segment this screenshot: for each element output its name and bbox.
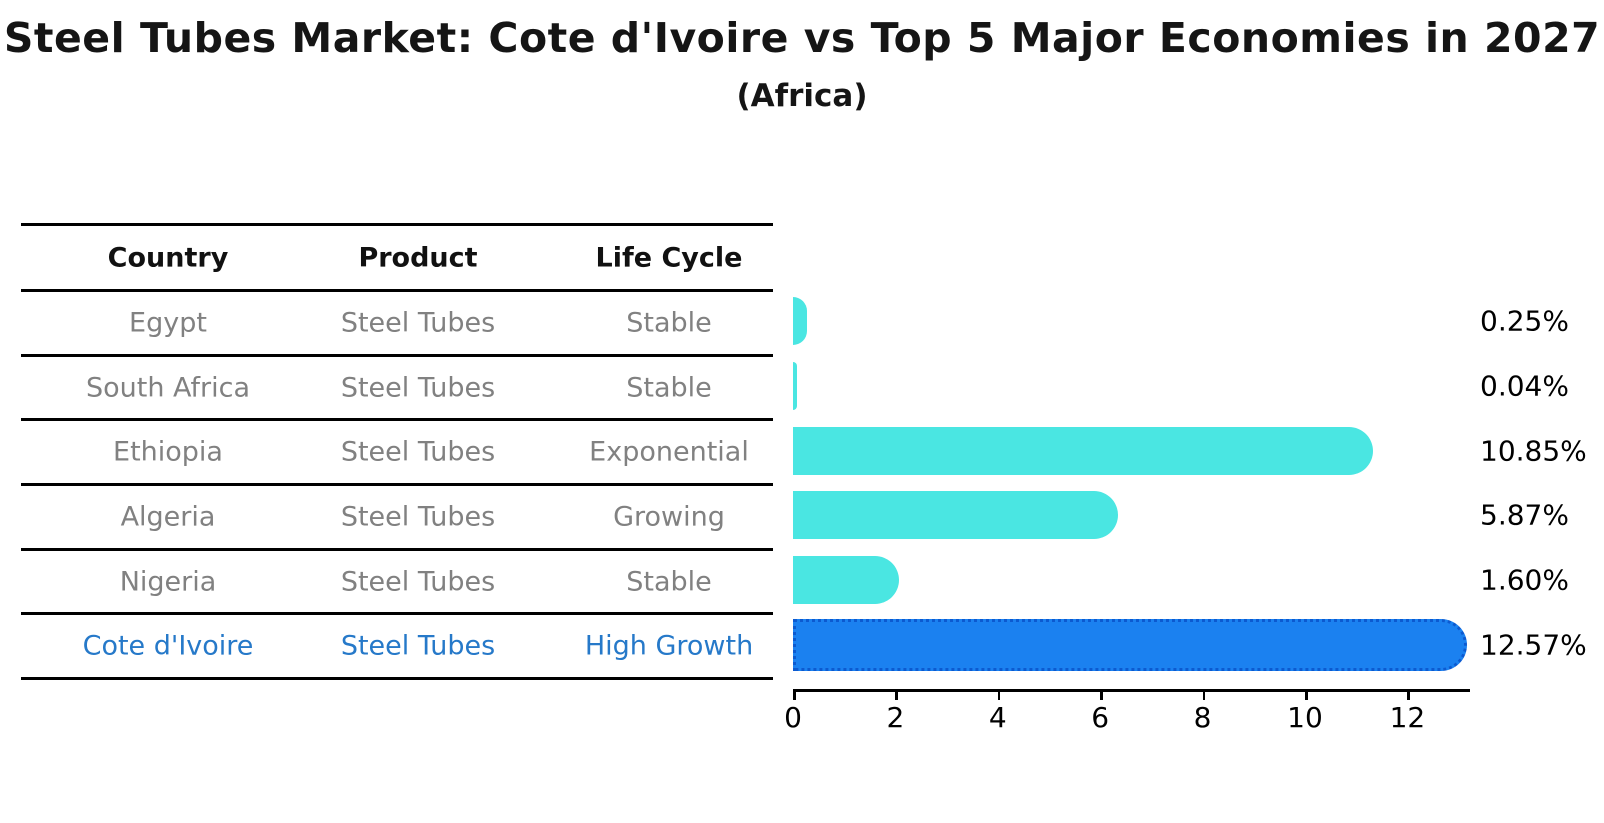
x-axis-tick-label: 12 bbox=[1389, 701, 1426, 734]
table-cell-life-cycle: High Growth bbox=[584, 630, 754, 662]
bar-value-label: 10.85% bbox=[1480, 434, 1587, 468]
x-axis-tick-mark bbox=[1305, 691, 1308, 700]
table-row: Cote d'Ivoire Steel Tubes High Growth bbox=[21, 615, 773, 681]
chart-title: Steel Tubes Market: Cote d'Ivoire vs Top… bbox=[3, 14, 1601, 62]
table-cell-life-cycle: Stable bbox=[626, 372, 712, 404]
x-axis-tick-mark bbox=[1202, 691, 1206, 700]
table-cell-country: Ethiopia bbox=[113, 436, 223, 468]
table-cell-country: Nigeria bbox=[119, 566, 217, 598]
chart-bar-nigeria bbox=[793, 556, 899, 604]
table-cell-country: Algeria bbox=[120, 501, 216, 533]
bar-value-label: 12.57% bbox=[1480, 628, 1587, 662]
x-axis-tick-mark bbox=[895, 691, 898, 700]
table-header-row: Country Product Life Cycle bbox=[21, 226, 773, 292]
table-cell-country: South Africa bbox=[85, 372, 251, 404]
chart-bar-algeria bbox=[793, 491, 1118, 540]
bar-value-label: 0.04% bbox=[1480, 369, 1569, 403]
bar-value-label: 0.25% bbox=[1480, 304, 1569, 338]
chart-bar-ethiopia bbox=[793, 426, 1373, 475]
chart-bar-egypt bbox=[793, 297, 808, 346]
table-cell-product: Steel Tubes bbox=[340, 566, 496, 598]
table-cell-life-cycle: Stable bbox=[626, 566, 712, 598]
table-cell-product: Steel Tubes bbox=[340, 501, 496, 533]
x-axis-tick-mark bbox=[793, 691, 796, 700]
chart-subtitle: (Africa) bbox=[736, 78, 868, 114]
table-row: Ethiopia Steel Tubes Exponential bbox=[21, 421, 773, 487]
x-axis-tick-mark bbox=[1407, 691, 1410, 700]
table-header-product: Product bbox=[358, 242, 478, 273]
x-axis-tick-label: 0 bbox=[784, 701, 802, 734]
x-axis-tick-mark bbox=[997, 691, 1001, 700]
table-cell-country: Cote d'Ivoire bbox=[82, 630, 254, 662]
x-axis-line bbox=[793, 689, 1470, 692]
table-row: Algeria Steel Tubes Growing bbox=[21, 486, 773, 551]
x-axis-tick-label: 4 bbox=[988, 701, 1007, 734]
table-header-country: Country bbox=[107, 242, 229, 273]
table-cell-life-cycle: Stable bbox=[626, 307, 712, 339]
table-cell-product: Steel Tubes bbox=[340, 372, 496, 404]
x-axis-tick-mark bbox=[1100, 691, 1103, 700]
bar-value-label: 5.87% bbox=[1480, 498, 1569, 532]
table-row: Nigeria Steel Tubes Stable bbox=[21, 551, 773, 616]
table-header-life-cycle: Life Cycle bbox=[595, 242, 743, 273]
table-cell-product: Steel Tubes bbox=[340, 436, 496, 468]
x-axis-tick-label: 10 bbox=[1287, 701, 1323, 734]
chart-bar-cote-d-ivoire bbox=[793, 618, 1467, 671]
table-row: Egypt Steel Tubes Stable bbox=[21, 292, 773, 357]
x-axis-tick-label: 6 bbox=[1091, 701, 1110, 734]
bar-value-label: 1.60% bbox=[1480, 563, 1569, 597]
table-cell-life-cycle: Growing bbox=[613, 501, 725, 533]
x-axis-tick-label: 2 bbox=[886, 701, 905, 734]
country-info-table: Country Product Life Cycle Egypt Steel Tube… bbox=[21, 223, 773, 681]
table-cell-country: Egypt bbox=[129, 307, 207, 339]
chart-bar-south-africa bbox=[793, 362, 797, 410]
table-cell-product: Steel Tubes bbox=[340, 307, 496, 339]
x-axis-tick-label: 8 bbox=[1193, 701, 1212, 734]
table-row: South Africa Steel Tubes Stable bbox=[21, 357, 773, 422]
table-cell-product: Steel Tubes bbox=[340, 630, 496, 662]
table-cell-life-cycle: Exponential bbox=[589, 436, 749, 468]
